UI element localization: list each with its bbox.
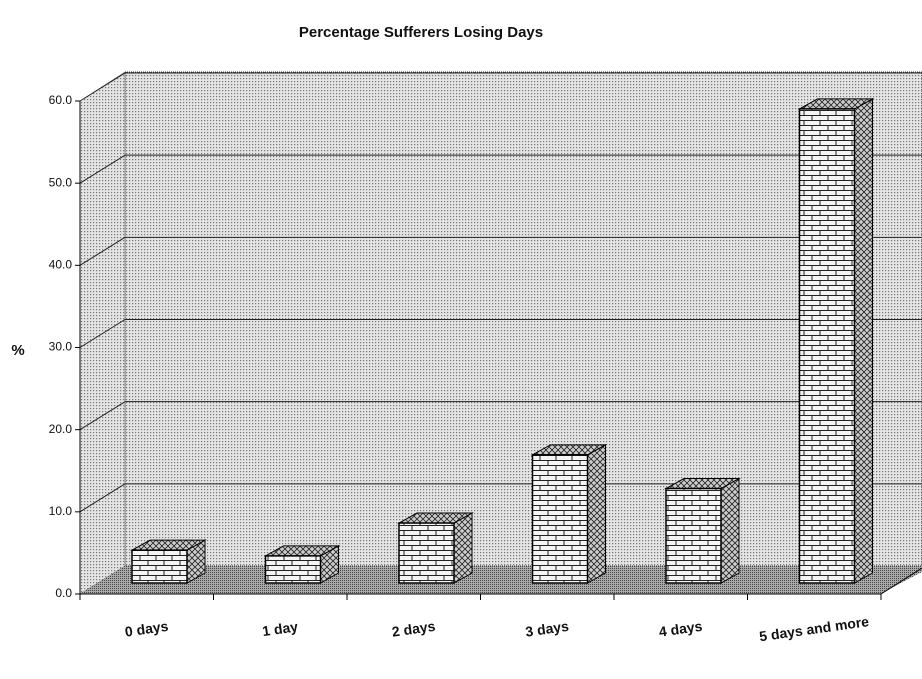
bar xyxy=(664,477,741,584)
bar-side xyxy=(720,477,740,584)
plot-walls xyxy=(79,71,922,595)
y-tick-label: 50.0 xyxy=(49,175,73,189)
bar-side xyxy=(453,512,473,584)
x-tick-label: 5 days and more xyxy=(758,613,870,644)
grid-line xyxy=(79,154,126,184)
floor-edge xyxy=(880,567,922,595)
y-tick-label: 40.0 xyxy=(49,258,73,272)
bar xyxy=(130,539,207,584)
x-tick-label: 4 days xyxy=(658,618,704,640)
bar-front xyxy=(131,549,188,584)
bar-front xyxy=(798,108,856,584)
grid-line xyxy=(79,319,126,348)
bar xyxy=(797,98,875,584)
y-tick-label: 0.0 xyxy=(55,586,72,600)
x-tick-label: 3 days xyxy=(524,618,570,640)
bar xyxy=(263,545,341,584)
bar-front xyxy=(398,522,455,584)
grid-line xyxy=(79,236,126,266)
bar-side xyxy=(854,98,873,584)
grid-line xyxy=(79,72,126,102)
bar-side xyxy=(587,443,606,584)
bar xyxy=(397,512,474,584)
bar-front xyxy=(264,555,322,584)
y-tick-label: 10.0 xyxy=(49,504,73,518)
x-tick-label: 1 day xyxy=(261,618,299,639)
y-axis-label: % xyxy=(11,342,24,359)
x-tick-label: 2 days xyxy=(391,618,437,640)
chart-title: Percentage Sufferers Losing Days xyxy=(299,24,543,41)
y-tick-label: 20.0 xyxy=(49,422,73,436)
bar xyxy=(530,443,608,584)
x-tick-label: 0 days xyxy=(124,618,170,640)
bar-front xyxy=(665,487,722,584)
bar-front xyxy=(531,454,589,584)
y-tick-label: 60.0 xyxy=(49,93,73,107)
grid-line xyxy=(79,401,126,431)
grid-line xyxy=(79,483,126,513)
y-tick-label: 30.0 xyxy=(49,340,73,354)
